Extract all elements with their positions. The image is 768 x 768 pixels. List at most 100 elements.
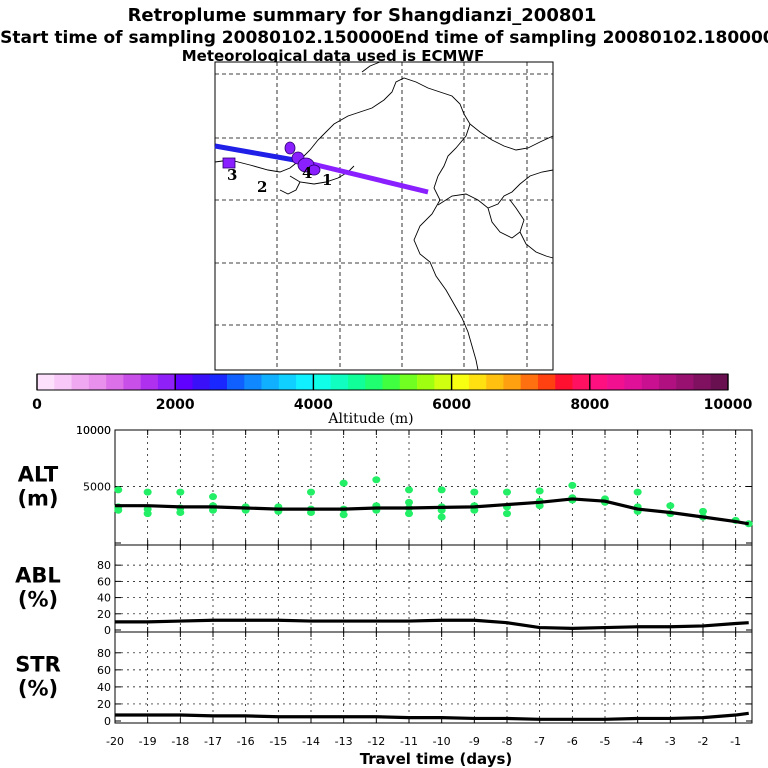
scatter-point [405,486,413,494]
colorbar-cell-14 [278,374,297,390]
colorbar-tick-label: 10000 [704,397,753,413]
colorbar-cell-8 [175,374,193,390]
colorbar-cell-9 [192,374,211,390]
colorbar-cell-13 [261,374,280,390]
colorbar-cell-6 [140,374,159,390]
scatter-point [666,502,675,510]
x-tick-label: -1 [730,735,741,748]
colorbar-cell-17 [330,374,349,390]
plume-map: 1 2 3 4 [214,61,554,371]
x-tick-label: -15 [269,735,287,748]
x-tick-label: -17 [204,735,222,748]
colorbar-cell-28 [520,374,539,390]
colorbar-cell-15 [296,374,314,390]
panel-label: STR [15,653,61,677]
panel-abl: 0 20 40 60 80 ABL(%) [15,544,753,637]
scatter-point [114,486,123,494]
colorbar-cell-20 [382,374,401,390]
colorbar-cell-35 [641,374,660,390]
x-tick-label: -8 [502,735,513,748]
chart-title: Retroplume summary for Shangdianzi_20080… [128,5,597,26]
colorbar-cell-2 [71,374,90,390]
scatter-point [176,488,185,496]
series-line-str [115,711,749,721]
colorbar-cell-25 [468,374,487,390]
x-tick-label: -20 [106,735,124,748]
colorbar-cell-33 [607,374,625,390]
scatter-point [339,511,348,519]
met-data-label: Meteorological data used is ECMWF [182,47,485,65]
y-tick-label: 40 [97,681,111,694]
x-tick-label: -16 [237,735,255,748]
colorbar-cell-24 [451,374,470,390]
x-tick-label: -12 [367,735,385,748]
colorbar-cell-3 [88,374,107,390]
colorbar-cell-11 [227,374,245,390]
colorbar-cell-23 [434,374,452,390]
x-tick-label: -14 [302,735,320,748]
series-line-abl [115,618,749,630]
scatter-point [176,508,185,516]
day-marker-2: 2 [257,178,267,196]
day-marker-3: 3 [227,166,237,184]
colorbar-tick-label: 0 [32,397,42,413]
y-tick-label: 80 [97,559,111,572]
colorbar-ticks: 0 2000 4000 6000 8000 10000 [32,374,753,413]
colorbar-cell-32 [589,374,608,390]
start-time-label: Start time of sampling 20080102.150000 [0,28,394,48]
panel-str: 0 20 40 60 80 STR(%) [15,631,753,728]
y-tick-label: 0 [104,715,111,728]
scatter-point [470,488,479,496]
plume-segment-late [299,158,429,195]
x-tick-label: -11 [400,735,418,748]
colorbar-tick-label: 4000 [294,397,333,413]
x-axis: -20 -19 -18 -17 -16 -15 -14 -13 -12 -11 -10 -9 -8 -7 -… [106,735,741,748]
scatter-point [143,488,152,496]
day-marker-4: 4 [302,164,312,182]
x-tick-label: -9 [469,735,480,748]
colorbar-cell-12 [244,374,262,390]
colorbar-cell-1 [54,374,72,390]
y-tick-label: 20 [97,608,111,621]
y-tick-label: 60 [97,664,111,677]
day-markers: 1 2 3 4 [227,164,332,196]
map-grid [215,62,553,370]
colorbar-cell-38 [693,374,712,390]
scatter-point [405,510,413,518]
scatter-point [503,510,511,518]
colorbar-tick-label: 6000 [432,397,471,413]
map-frame [214,61,554,371]
scatter-point [437,486,446,494]
colorbar-tick-label: 2000 [156,397,195,413]
coastline [214,61,554,371]
scatter-point [437,513,446,521]
colorbar-cell-37 [676,374,694,390]
panel-unit: (m) [17,487,58,511]
x-tick-label: -5 [600,735,611,748]
x-tick-label: -3 [665,735,676,748]
plume-clusters [222,141,321,176]
day-marker-1: 1 [322,171,332,189]
colorbar-cell-5 [123,374,141,390]
colorbar-cell-39 [710,374,729,390]
altitude-colorbar: 0 2000 4000 6000 8000 10000 Altitude (m) [32,373,753,427]
x-tick-label: -13 [335,735,353,748]
y-tick-label: 0 [104,624,111,637]
x-tick-label: -2 [698,735,709,748]
time-series-panels: 50001000010000ALT(m)020406080ABL(%)02040… [15,424,753,728]
x-axis-label: Travel time (days) [360,750,513,768]
end-time-label: End time of sampling 20080102.180000 [393,28,768,48]
y-tick-label: 10000 [76,424,111,437]
y-tick-label: 80 [97,647,111,660]
colorbar-cell-29 [537,374,556,390]
scatter-point [535,487,544,495]
scatter-point [372,476,381,484]
colorbar-cells [37,374,729,390]
colorbar-cell-36 [658,374,677,390]
series-line-alt [115,497,750,526]
colorbar-cell-27 [503,374,521,390]
panel-unit: (%) [18,677,58,701]
y-tick-label: 60 [97,575,111,588]
